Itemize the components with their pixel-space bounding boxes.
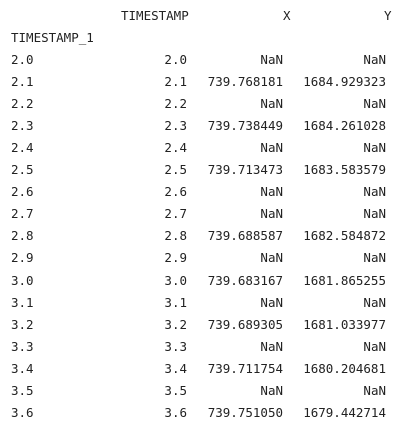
x-value-cell: NaN (260, 206, 283, 222)
table-row: 2.7 2.7 NaN NaN (0, 203, 401, 225)
x-value-cell: 739.689305 (207, 316, 283, 332)
row-index-cell: 2.6 (11, 184, 34, 200)
row-index-cell: 3.3 (11, 338, 34, 354)
row-index-cell: 2.3 (11, 118, 34, 134)
y-value-cell: NaN (363, 294, 386, 310)
x-value-cell: NaN (260, 338, 283, 354)
row-index-cell: 3.5 (11, 382, 34, 398)
table-row: 2.0 2.0 NaN NaN (0, 49, 401, 71)
row-index-cell: 3.6 (11, 404, 34, 420)
timestamp-cell: 2.0 (164, 52, 187, 67)
row-index-cell: 2.0 (11, 52, 34, 67)
column-header-x: X (283, 8, 291, 23)
row-index-cell: 2.2 (11, 96, 34, 112)
table-row: 3.4 3.4 739.711754 1680.204681 (0, 358, 401, 380)
y-value-cell: 1684.261028 (303, 118, 386, 134)
x-value-cell: NaN (260, 250, 283, 266)
x-value-cell: 739.768181 (207, 74, 283, 90)
x-value-cell: 739.711754 (207, 360, 283, 376)
timestamp-cell: 3.5 (164, 382, 187, 398)
timestamp-cell: 2.3 (164, 118, 187, 134)
x-value-cell: NaN (260, 382, 283, 398)
table-row: 2.5 2.5 739.713473 1683.583579 (0, 159, 401, 181)
x-value-cell: NaN (260, 184, 283, 200)
x-value-cell: NaN (260, 140, 283, 156)
timestamp-cell: 3.4 (164, 360, 187, 376)
timestamp-cell: 2.9 (164, 250, 187, 266)
table-row: 2.9 2.9 NaN NaN (0, 247, 401, 269)
table-row: 3.1 3.1 NaN NaN (0, 292, 401, 314)
table-row: 2.6 2.6 NaN NaN (0, 181, 401, 203)
table-row: 3.3 3.3 NaN NaN (0, 336, 401, 358)
row-index-cell: 3.4 (11, 360, 34, 376)
timestamp-cell: 3.0 (164, 272, 187, 288)
y-value-cell: 1684.929323 (303, 74, 386, 90)
x-value-cell: 739.713473 (207, 162, 283, 178)
y-value-cell: 1680.204681 (303, 360, 386, 376)
row-index-cell: 3.1 (11, 294, 34, 310)
row-index-cell: 2.4 (11, 140, 34, 156)
x-value-cell: 739.688587 (207, 228, 283, 244)
table-row: 2.3 2.3 739.738449 1684.261028 (0, 115, 401, 137)
timestamp-cell: 2.8 (164, 228, 187, 244)
table-row: 3.6 3.6 739.751050 1679.442714 (0, 402, 401, 424)
timestamp-cell: 2.6 (164, 184, 187, 200)
row-index-cell: 2.1 (11, 74, 34, 90)
x-value-cell: 739.738449 (207, 118, 283, 134)
y-value-cell: 1681.033977 (303, 316, 386, 332)
row-index-cell: 2.7 (11, 206, 34, 222)
table-row: 3.5 3.5 NaN NaN (0, 380, 401, 402)
y-value-cell: 1682.584872 (303, 228, 386, 244)
x-value-cell: NaN (260, 294, 283, 310)
x-value-cell: 739.751050 (207, 404, 283, 420)
y-value-cell: NaN (363, 184, 386, 200)
row-index-cell: 2.5 (11, 162, 34, 178)
row-index-cell: 3.2 (11, 316, 34, 332)
timestamp-cell: 2.5 (164, 162, 187, 178)
timestamp-cell: 3.3 (164, 338, 187, 354)
y-value-cell: NaN (363, 96, 386, 112)
y-value-cell: NaN (363, 338, 386, 354)
y-value-cell: NaN (363, 140, 386, 156)
y-value-cell: NaN (363, 250, 386, 266)
column-header-y: Y (384, 8, 392, 23)
timestamp-cell: 3.1 (164, 294, 187, 310)
index-name-row: TIMESTAMP_1 (0, 27, 401, 49)
table-row: 2.4 2.4 NaN NaN (0, 137, 401, 159)
y-value-cell: NaN (363, 382, 386, 398)
y-value-cell: NaN (363, 52, 386, 67)
column-header-timestamp: TIMESTAMP (121, 8, 189, 23)
table-row: 2.8 2.8 739.688587 1682.584872 (0, 225, 401, 247)
table-row: 2.1 2.1 739.768181 1684.929323 (0, 71, 401, 93)
timestamp-cell: 2.4 (164, 140, 187, 156)
table-row: 2.2 2.2 NaN NaN (0, 93, 401, 115)
timestamp-cell: 2.1 (164, 74, 187, 90)
y-value-cell: 1681.865255 (303, 272, 386, 288)
y-value-cell: 1679.442714 (303, 404, 386, 420)
column-header-row: TIMESTAMP X Y (0, 5, 401, 27)
y-value-cell: NaN (363, 206, 386, 222)
timestamp-cell: 3.6 (164, 404, 187, 420)
row-index-cell: 3.0 (11, 272, 34, 288)
row-index-cell: 2.9 (11, 250, 34, 266)
y-value-cell: 1683.583579 (303, 162, 386, 178)
table-row: 3.2 3.2 739.689305 1681.033977 (0, 314, 401, 336)
index-name: TIMESTAMP_1 (11, 30, 94, 45)
table-row: 3.0 3.0 739.683167 1681.865255 (0, 270, 401, 292)
timestamp-cell: 2.2 (164, 96, 187, 112)
x-value-cell: 739.683167 (207, 272, 283, 288)
timestamp-cell: 3.2 (164, 316, 187, 332)
timestamp-cell: 2.7 (164, 206, 187, 222)
x-value-cell: NaN (260, 52, 283, 67)
row-index-cell: 2.8 (11, 228, 34, 244)
x-value-cell: NaN (260, 96, 283, 112)
